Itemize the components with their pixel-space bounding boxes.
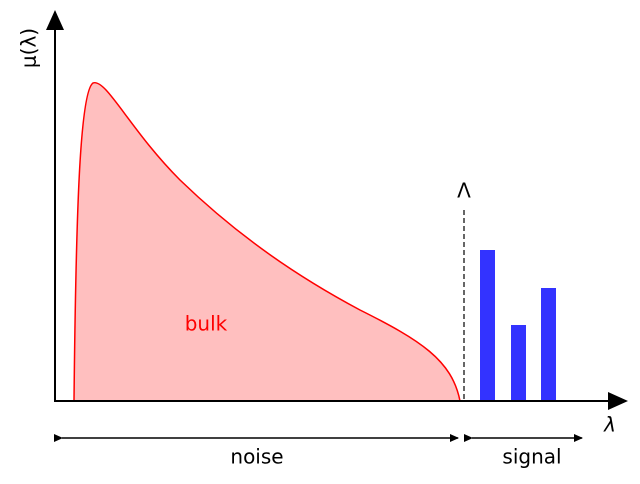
x-axis-arrow (608, 392, 628, 410)
signal-spike (541, 288, 556, 401)
y-axis-label: μ(λ) (17, 28, 41, 68)
noise-label: noise (230, 445, 283, 469)
threshold-label: Λ (457, 179, 471, 203)
bulk-label: bulk (185, 312, 228, 336)
y-axis-arrow (46, 10, 64, 30)
x-axis-label: λ (603, 413, 616, 437)
signal-label: signal (502, 445, 561, 469)
signal-spike (511, 325, 526, 401)
signal-spike (480, 250, 495, 401)
bulk-density (73, 82, 461, 402)
